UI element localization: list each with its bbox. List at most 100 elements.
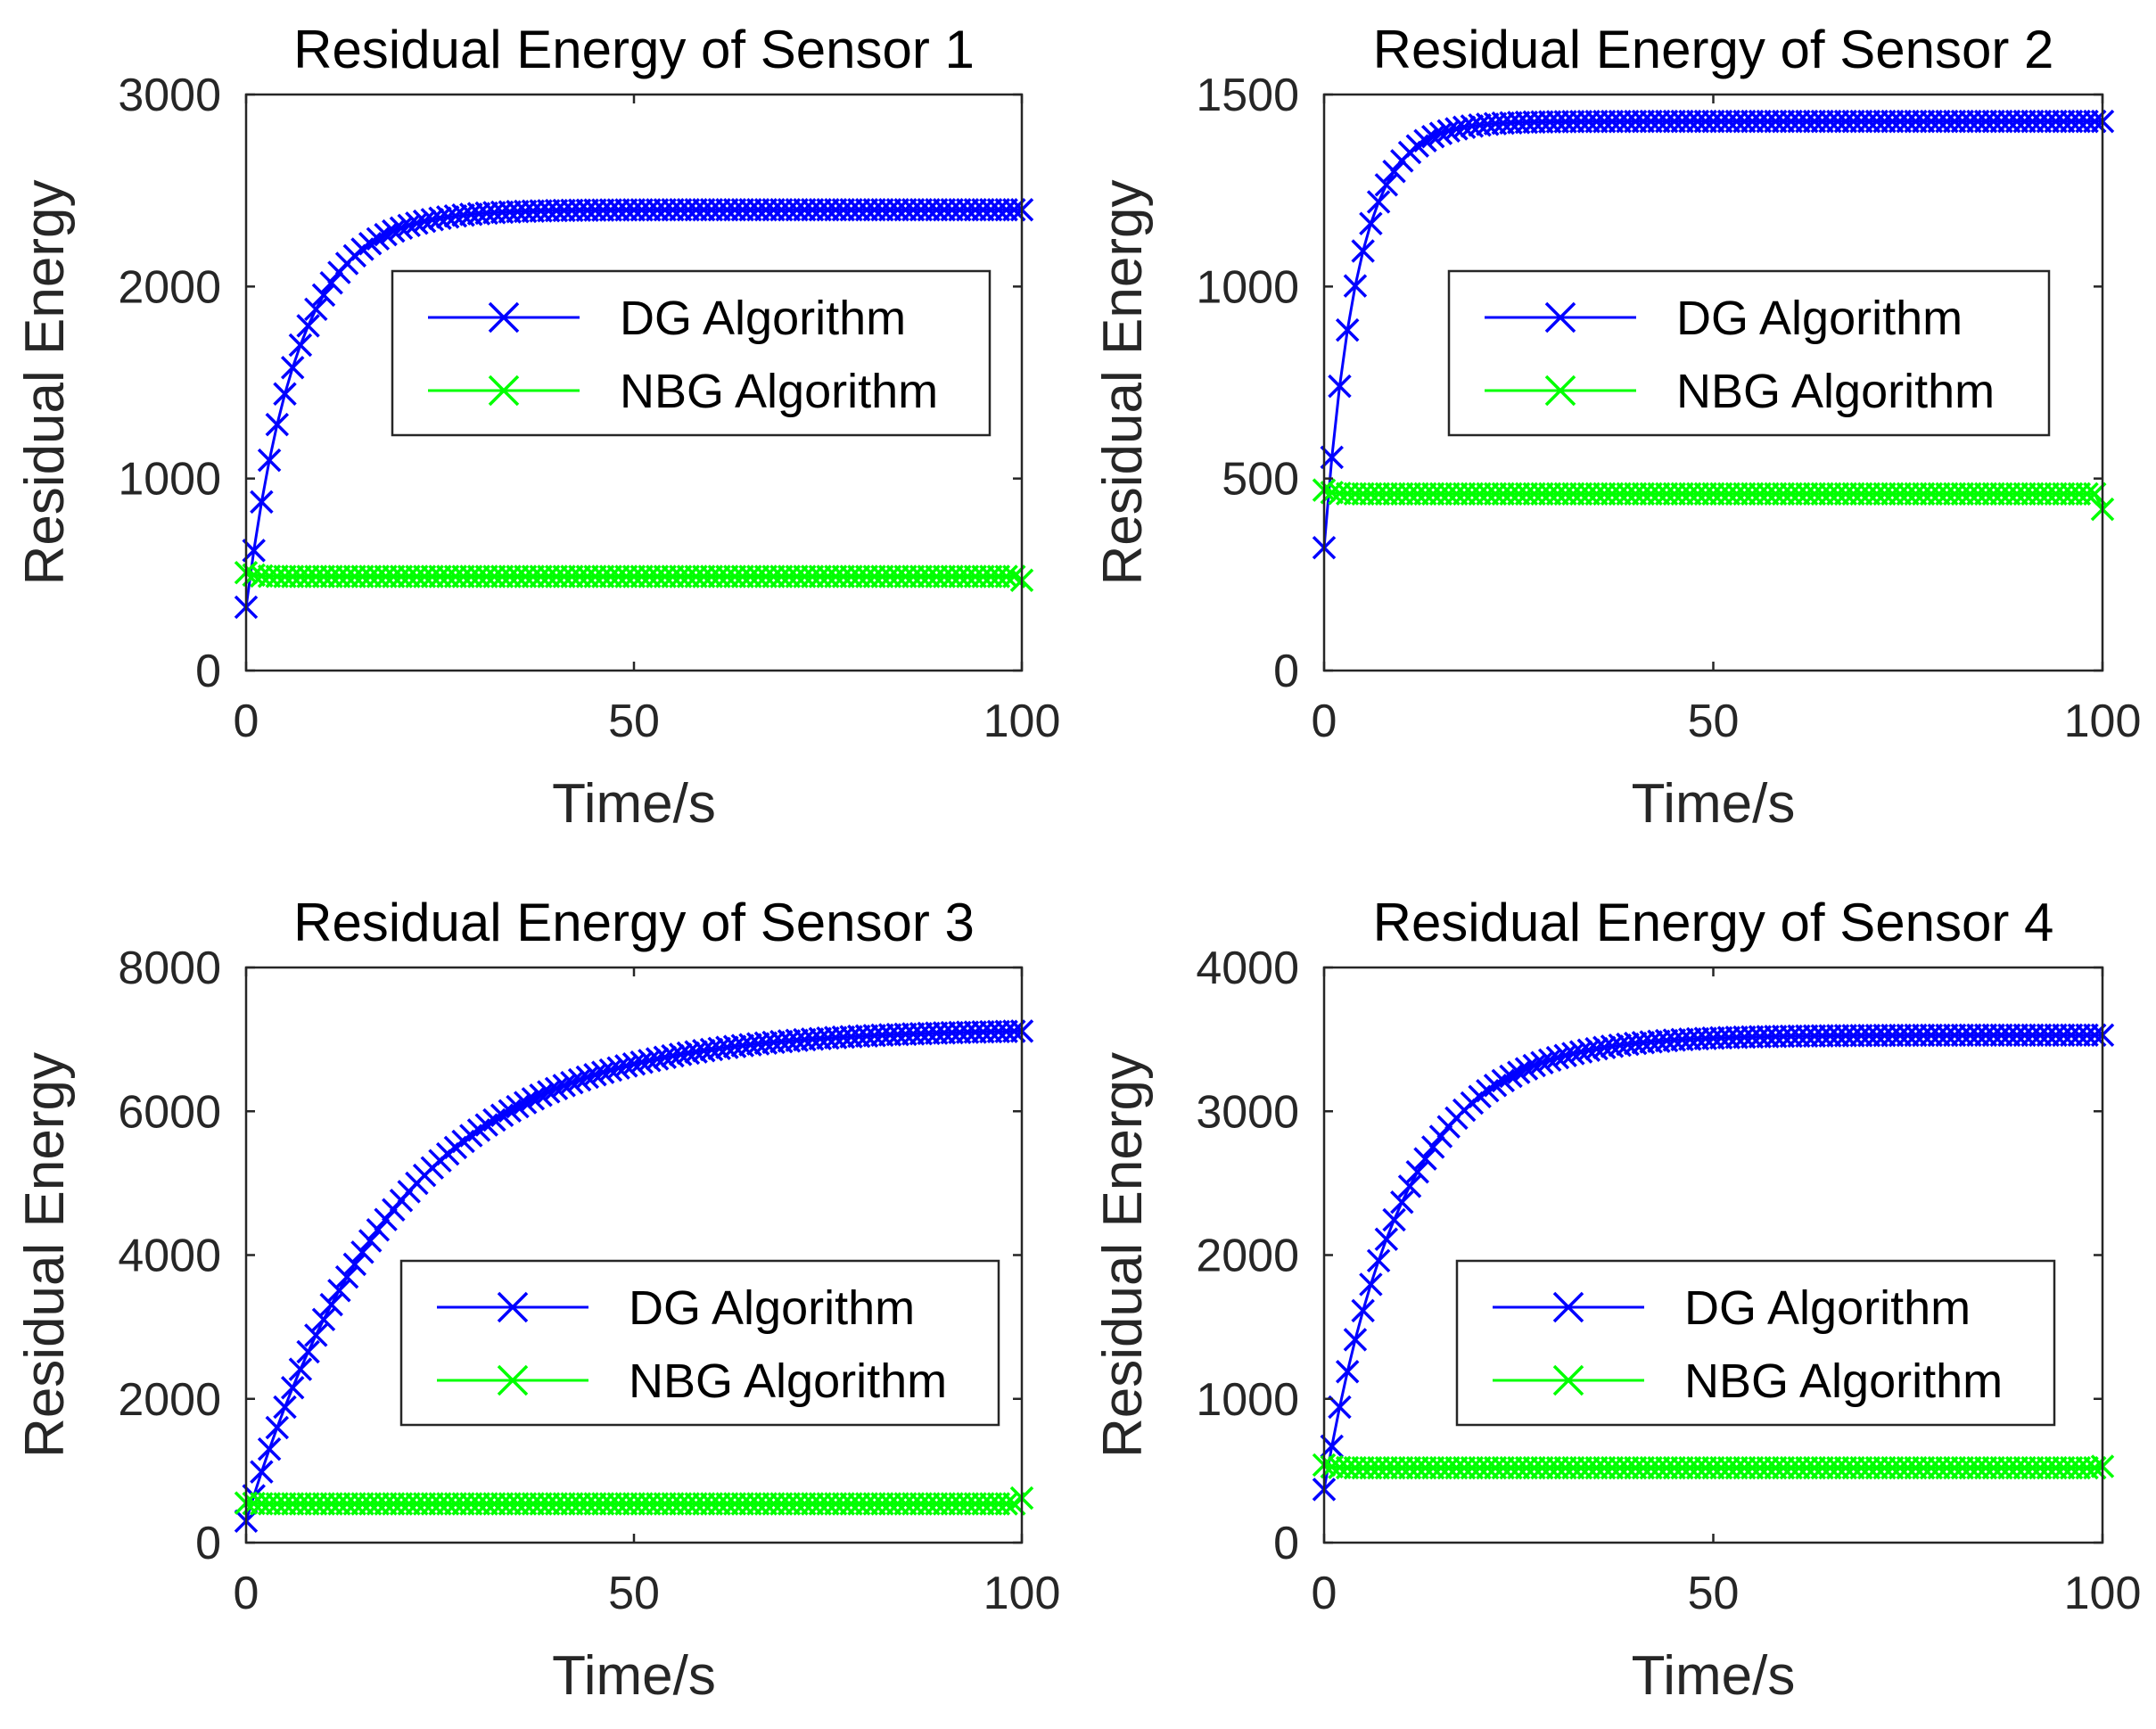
legend: DG Algorithm NBG Algorithm [1447,269,2051,437]
series-dg-algorithm-point [1514,1057,1539,1081]
y-tick-label: 0 [1273,646,1299,697]
series-group [1312,1023,2115,1502]
chart-title: Residual Energy of Sensor 2 [1373,20,2054,79]
series-dg-algorithm-point [1507,1060,1531,1084]
legend-box [391,269,992,437]
y-tick-label: 3000 [118,70,221,121]
series-dg-algorithm-point [590,1060,615,1084]
series-dg-algorithm-point [1397,1174,1422,1198]
legend-marker-icon [497,1364,529,1396]
legend: DG Algorithm NBG Algorithm [391,269,992,437]
legend-marker-icon [1552,1364,1584,1396]
x-axis-label: Time/s [1632,773,1796,835]
x-tick-label: 0 [1312,696,1337,747]
series-dg-algorithm-point [397,213,421,238]
y-tick-label: 2000 [118,1374,221,1426]
series-dg-algorithm-point [1530,1050,1554,1075]
series-dg-algorithm-point [1420,1135,1445,1159]
y-tick-label: 1000 [118,454,221,506]
series-dg-algorithm-point [1413,1147,1437,1171]
series-dg-algorithm-point [583,1063,607,1087]
legend-item: DG Algorithm [1493,1281,1971,1335]
series-dg-algorithm-point [1553,1043,1577,1067]
legend-marker-icon [488,375,520,407]
series-dg-algorithm-point [382,218,406,243]
series-dg-algorithm-point [1343,1328,1368,1352]
series-dg-algorithm-point [1374,1227,1399,1251]
plot-area [1324,967,2103,1543]
x-axis-label: Time/s [552,773,716,835]
series-dg-algorithm-point [304,297,328,322]
x-tick-label: 50 [608,1568,660,1619]
legend-item: NBG Algorithm [1493,1354,2003,1408]
series-group [234,197,1034,620]
y-tick-label: 4000 [118,1231,221,1282]
series-dg-algorithm-point [529,1083,553,1107]
series-dg-algorithm-point [1335,1360,1360,1384]
series-dg-algorithm-point [1405,1160,1429,1184]
series-dg-algorithm-point [575,1065,600,1090]
x-tick-label: 0 [234,1568,259,1619]
series-dg-algorithm-point [1382,1207,1406,1232]
legend-label: NBG Algorithm [1684,1354,2003,1408]
legend: DG Algorithm NBG Algorithm [399,1259,1000,1427]
series-dg-algorithm-point [374,222,398,247]
series-dg-algorithm-point [342,1252,367,1277]
series-dg-algorithm-point [1366,1248,1391,1273]
legend-label: NBG Algorithm [1676,365,1995,418]
series-dg-algorithm-point [265,1415,290,1440]
series-dg-algorithm-point [598,1058,623,1083]
series-dg-algorithm-point [1351,1298,1375,1323]
x-tick-label: 0 [1312,1568,1337,1619]
series-dg-algorithm-point [366,226,391,251]
series-dg-algorithm-point [506,1094,530,1119]
y-tick-label: 6000 [118,1086,221,1138]
legend-box [399,1259,1000,1427]
y-axis-label: Residual Energy [1092,1052,1154,1458]
series-dg-algorithm-point [296,314,320,338]
series-dg-algorithm-point [1328,374,1352,399]
series-dg-algorithm-point [319,1292,343,1317]
y-tick-label: 0 [1273,1518,1299,1569]
y-axis-label: Residual Energy [14,180,76,586]
series-dg-algorithm-point [358,1229,383,1253]
series-dg-algorithm-point [513,1091,538,1115]
legend-label: DG Algorithm [629,1281,915,1335]
series-dg-algorithm-point [280,1376,305,1400]
series-dg-algorithm-point [250,490,274,515]
legend-box [1447,269,2051,437]
series-nbg-algorithm-point [994,564,1018,589]
series-dg-algorithm-point [1428,121,1453,145]
series-dg-algorithm-point [1366,190,1391,214]
legend-marker-icon [1552,1291,1584,1323]
subplot-sensor-3: 0 50 100 0 2000 4000 6000 8000 Residual Energy o… [14,893,1060,1707]
chart-title: Residual Energy of Sensor 3 [293,893,975,952]
series-dg-algorithm-point [521,1087,546,1111]
series-dg-algorithm-point [560,1070,584,1095]
series-dg-algorithm-point [1390,1190,1414,1214]
legend-item: DG Algorithm [437,1281,915,1335]
x-tick-label: 100 [2064,696,2142,747]
series-dg-algorithm-point [621,1052,646,1076]
y-tick-label: 2000 [118,261,221,313]
series-dg-algorithm-point [296,1339,320,1364]
y-tick-label: 0 [195,1518,221,1569]
y-axis-label: Residual Energy [1092,180,1154,586]
series-dg-algorithm-point [614,1054,638,1078]
series-dg-algorithm-point [1522,1053,1546,1078]
series-dg-algorithm-point [567,1067,592,1092]
series-dg-algorithm-point [1537,1048,1562,1073]
legend-item: NBG Algorithm [428,365,938,418]
legend-label: DG Algorithm [620,292,906,345]
series-dg-algorithm-point [350,1240,374,1264]
series-dg-algorithm-point [257,1437,282,1461]
series-dg-algorithm-point [1499,1064,1523,1089]
legend-label: DG Algorithm [1676,292,1963,345]
x-tick-label: 100 [983,1568,1061,1619]
series-dg-algorithm-point [265,412,290,437]
series-dg-algorithm-point [498,1099,523,1124]
legend-item: NBG Algorithm [1485,365,1995,418]
